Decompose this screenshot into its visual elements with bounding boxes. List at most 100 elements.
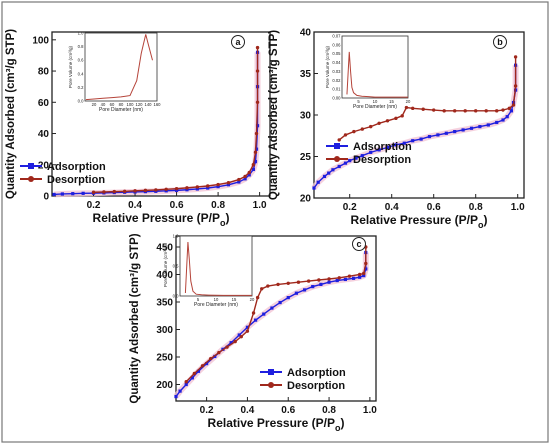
desorption-point bbox=[255, 295, 260, 300]
x-tick-label: 0.8 bbox=[469, 202, 483, 213]
inset-x-tick-label: 10 bbox=[214, 297, 219, 302]
panel-letter: c bbox=[356, 239, 361, 249]
adsorption-point bbox=[247, 173, 251, 177]
x-tick-label: 0.2 bbox=[200, 405, 214, 416]
y-tick-label: 200 bbox=[156, 380, 173, 391]
legend-marker bbox=[268, 369, 274, 375]
desorption-point bbox=[360, 127, 364, 131]
inset-y-tick-label: 0.0 bbox=[78, 99, 84, 104]
legend-marker bbox=[268, 382, 274, 388]
inset-series-line bbox=[346, 51, 408, 98]
x-axis-label-main: Relative Pressure (P/P bbox=[93, 211, 220, 225]
inset-x-tick-label: 140 bbox=[145, 102, 153, 107]
adsorption-point bbox=[354, 156, 358, 160]
desorption-point bbox=[217, 350, 221, 355]
inset-y-tick-label: 0.03 bbox=[332, 69, 341, 74]
inset-y-tick-label: 0.6 bbox=[78, 58, 84, 63]
adsorption-point bbox=[331, 168, 335, 172]
adsorption-point bbox=[335, 278, 339, 283]
adsorption-point bbox=[322, 174, 327, 179]
adsorption-point bbox=[229, 341, 233, 345]
inset-series-line bbox=[184, 241, 252, 296]
y-tick-label: 100 bbox=[32, 35, 49, 46]
x-axis-label-tail: ) bbox=[340, 416, 344, 430]
inset-y-tick-label: 0.2 bbox=[78, 85, 84, 90]
inset-x-tick-label: 20 bbox=[92, 102, 97, 107]
x-tick-label: 0.8 bbox=[322, 405, 336, 416]
inset-y-label: Pore Volume (cm³/g) bbox=[325, 45, 330, 88]
desorption-point bbox=[233, 339, 237, 344]
x-axis-label-main: Relative Pressure (P/P bbox=[351, 213, 478, 227]
adsorption-point bbox=[385, 145, 390, 149]
panel-letter-badge bbox=[231, 35, 245, 49]
legend-label: Desorption bbox=[353, 154, 411, 166]
desorption-point bbox=[385, 119, 390, 123]
adsorption-point bbox=[351, 276, 356, 280]
panel-b: 0.2 0.4 0.6 0.8 1.0 20 25 30 35 40 Relative Pressu… bbox=[268, 28, 525, 231]
desorption-point bbox=[474, 109, 478, 113]
desorption-point bbox=[251, 163, 256, 167]
adsorption-point bbox=[195, 187, 199, 191]
desorption-point bbox=[364, 261, 368, 266]
inset: 20 40 60 80 100 120 140 160 0.0 0.2 0.4 0.6 0.8 1.0 Po… bbox=[68, 31, 161, 114]
desorption-point bbox=[369, 124, 373, 129]
adsorption-point bbox=[245, 325, 250, 329]
adsorption-point bbox=[501, 118, 505, 122]
x-tick-label: 1.0 bbox=[363, 405, 377, 416]
x-tick-label: 0.4 bbox=[240, 405, 254, 416]
adsorption-point bbox=[178, 389, 182, 393]
adsorption-point bbox=[369, 150, 373, 154]
inset: 5 10 15 20 0.00 0.01 0.02 0.03 0.04 0.05 0.06 0.07 P… bbox=[325, 34, 411, 111]
desorption-point bbox=[400, 114, 404, 118]
desorption-point bbox=[247, 170, 251, 175]
desorption-point bbox=[154, 188, 158, 192]
adsorption-point bbox=[319, 282, 323, 286]
desorption-point bbox=[112, 189, 116, 194]
inset-x-tick-label: 15 bbox=[389, 99, 394, 104]
desorption-point bbox=[343, 133, 348, 137]
desorption-point bbox=[513, 55, 518, 59]
adsorption-point bbox=[327, 171, 331, 175]
legend-label: Desorption bbox=[287, 380, 345, 392]
adsorption-point bbox=[71, 192, 75, 196]
desorption-point bbox=[442, 109, 446, 113]
inset-y-tick-label: 0.5 bbox=[173, 264, 179, 269]
adsorption-point bbox=[427, 134, 432, 139]
desorption-point bbox=[337, 138, 341, 142]
inset-x-tick-label: 5 bbox=[357, 99, 360, 104]
y-tick-label: 350 bbox=[156, 298, 173, 309]
y-axis-label: Quantity Adsorbed (cm³/g STP) bbox=[129, 233, 141, 403]
x-axis-label-subscript: o bbox=[220, 218, 226, 228]
inset-x-tick-label: 80 bbox=[119, 102, 124, 107]
desorption-point bbox=[507, 106, 511, 111]
desorption-point bbox=[327, 277, 331, 281]
inset-x-tick-label: 20 bbox=[406, 99, 411, 104]
adsorption-point bbox=[52, 192, 56, 197]
adsorption-point bbox=[495, 120, 499, 125]
desorption-point bbox=[206, 184, 210, 188]
desorption-point bbox=[513, 84, 518, 88]
panel-letter: b bbox=[497, 37, 503, 47]
adsorption-point bbox=[394, 143, 398, 147]
inset-x-label: Pore Diameter (nm) bbox=[99, 107, 143, 113]
inset: 5 10 15 20 0.0 0.5 1.0 Pore Diameter (nm) Pore V… bbox=[163, 234, 255, 309]
desorption-point bbox=[411, 106, 415, 111]
inset-x-tick-label: 120 bbox=[136, 102, 144, 107]
adsorption-point bbox=[254, 147, 259, 151]
adsorption-point bbox=[60, 192, 64, 196]
inset-y-tick-label: 0.06 bbox=[332, 42, 341, 47]
desorption-point bbox=[122, 189, 127, 194]
adsorption-point bbox=[243, 177, 247, 181]
desorption-point bbox=[245, 329, 250, 333]
desorption-point bbox=[254, 131, 259, 136]
inset-x-tick-label: 60 bbox=[110, 102, 115, 107]
legend-label: Adsorption bbox=[47, 161, 106, 173]
plot-frame bbox=[175, 235, 377, 402]
y-axis-label: Quantity Adsorbed (cm³/g STP) bbox=[5, 29, 17, 199]
x-axis-label-subscript: o bbox=[478, 220, 484, 230]
desorption-point bbox=[143, 188, 148, 193]
